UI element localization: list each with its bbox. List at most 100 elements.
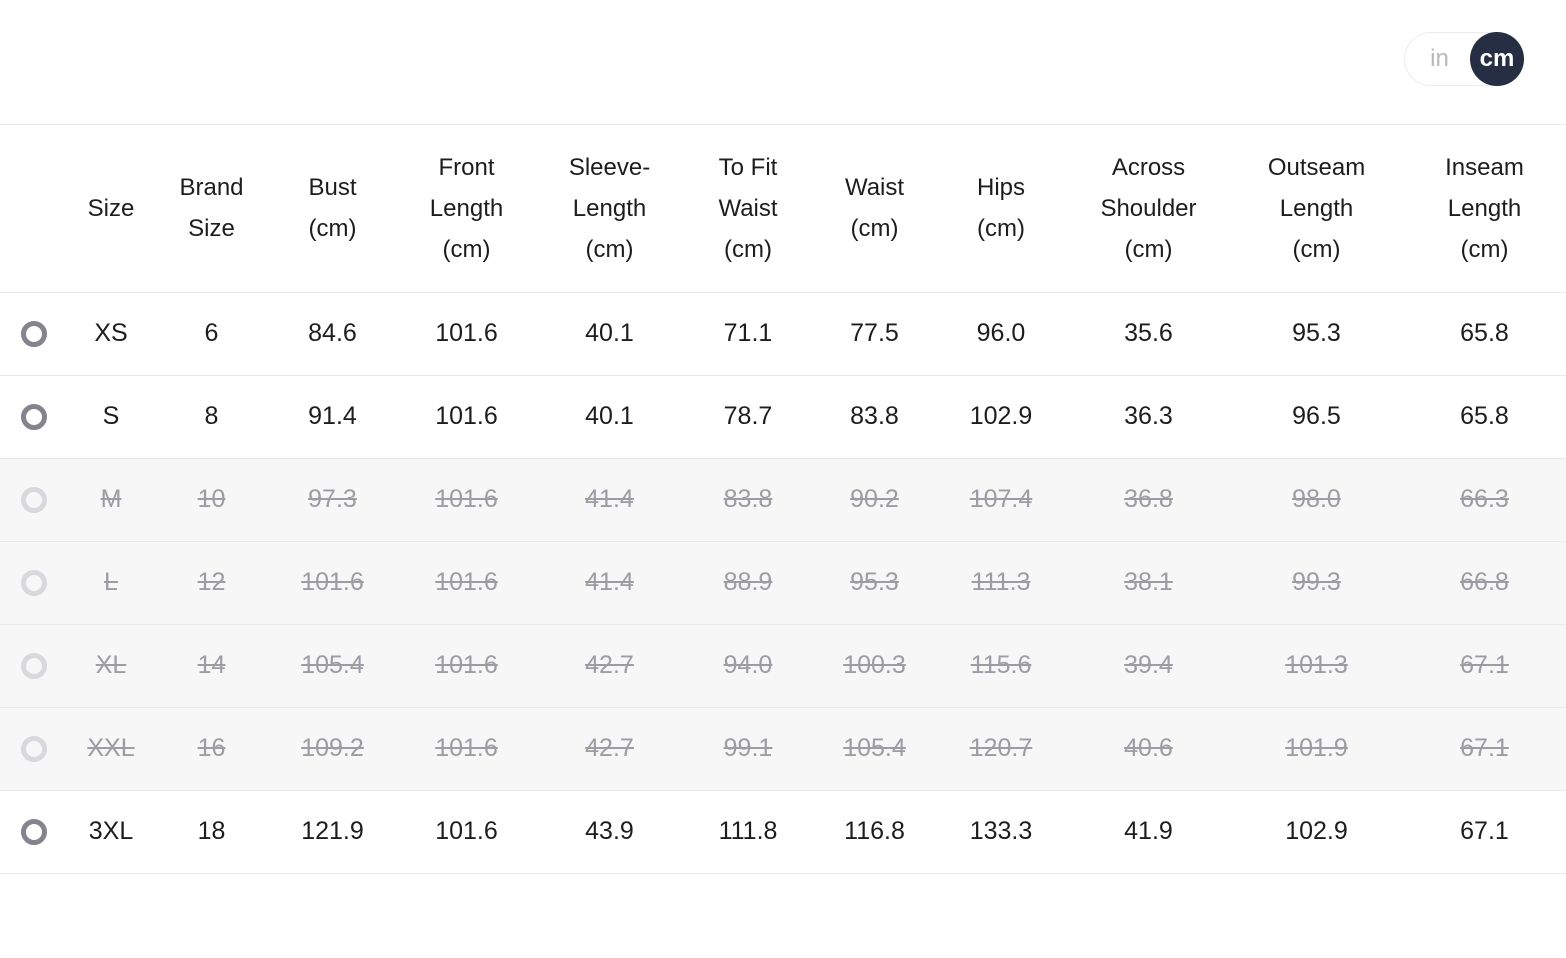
column-header-bust: Bust (cm) bbox=[269, 125, 396, 293]
cell-waist: 105.4 bbox=[814, 707, 935, 791]
cell-across-shoulder: 40.6 bbox=[1067, 707, 1230, 791]
cell-to-fit-waist: 94.0 bbox=[682, 624, 814, 708]
cell-front-length: 101.6 bbox=[396, 624, 537, 708]
column-header-line: Inseam bbox=[1445, 153, 1524, 181]
column-header-line: Across bbox=[1111, 153, 1186, 181]
size-chart-topbar: in cm bbox=[0, 0, 1566, 125]
size-radio-XXL bbox=[21, 736, 47, 763]
column-header-line: To Fit bbox=[718, 153, 778, 181]
cell-waist: 90.2 bbox=[814, 458, 935, 542]
size-table-head-row: Size Brand Size Bust (cm) Front Length (cm) Slee… bbox=[0, 125, 1566, 293]
cell-sleeve-length: 42.7 bbox=[537, 624, 682, 708]
unit-toggle[interactable]: in cm bbox=[1404, 32, 1524, 86]
size-radio-3XL[interactable] bbox=[21, 819, 47, 846]
cell-outseam-length: 96.5 bbox=[1230, 375, 1403, 459]
unit-toggle-option-cm[interactable]: cm bbox=[1470, 32, 1524, 86]
column-header-line: Length bbox=[1279, 194, 1354, 222]
cell-to-fit-waist: 71.1 bbox=[682, 292, 814, 376]
cell-bust: 84.6 bbox=[269, 292, 396, 376]
column-header-outseam-length: Outseam Length (cm) bbox=[1230, 125, 1403, 293]
size-row-L: L 12 101.6 101.6 41.4 88.9 95.3 111.3 38.1 99.3 66… bbox=[0, 541, 1566, 625]
size-radio-M bbox=[21, 487, 47, 514]
column-header-line: Size bbox=[188, 215, 235, 243]
cell-front-length: 101.6 bbox=[396, 707, 537, 791]
size-table-body: XS 6 84.6 101.6 40.1 71.1 77.5 96.0 35.6 95.3 65.8… bbox=[0, 292, 1566, 874]
cell-across-shoulder: 35.6 bbox=[1067, 292, 1230, 376]
cell-bust: 101.6 bbox=[269, 541, 396, 625]
column-header-line: Bust bbox=[308, 174, 357, 202]
cell-hips: 107.4 bbox=[935, 458, 1067, 542]
column-header-size: Size bbox=[68, 125, 154, 293]
size-row-3XL[interactable]: 3XL 18 121.9 101.6 43.9 111.8 116.8 133.3 41.9 10… bbox=[0, 790, 1566, 874]
cell-size: XL bbox=[68, 624, 154, 708]
column-header-across-shoulder: Across Shoulder (cm) bbox=[1067, 125, 1230, 293]
size-radio-cell bbox=[0, 375, 68, 459]
column-header-sleeve-length: Sleeve- Length (cm) bbox=[537, 125, 682, 293]
cell-size: 3XL bbox=[68, 790, 154, 874]
cell-size: S bbox=[68, 375, 154, 459]
cell-front-length: 101.6 bbox=[396, 790, 537, 874]
size-radio-XS[interactable] bbox=[21, 321, 47, 348]
column-header-line: Length bbox=[572, 194, 647, 222]
cell-inseam-length: 67.1 bbox=[1403, 707, 1566, 791]
cell-to-fit-waist: 78.7 bbox=[682, 375, 814, 459]
cell-inseam-length: 66.8 bbox=[1403, 541, 1566, 625]
column-header-line: (cm) bbox=[442, 235, 491, 263]
cell-waist: 116.8 bbox=[814, 790, 935, 874]
size-row-XL: XL 14 105.4 101.6 42.7 94.0 100.3 115.6 39.4 101.… bbox=[0, 624, 1566, 708]
column-header-line: (cm) bbox=[977, 215, 1025, 243]
unit-toggle-option-in[interactable]: in bbox=[1430, 45, 1449, 72]
cell-brand-size: 14 bbox=[154, 624, 269, 708]
cell-size: M bbox=[68, 458, 154, 542]
cell-size: XS bbox=[68, 292, 154, 376]
column-header-line: Shoulder bbox=[1100, 194, 1197, 222]
cell-brand-size: 18 bbox=[154, 790, 269, 874]
cell-bust: 91.4 bbox=[269, 375, 396, 459]
cell-sleeve-length: 41.4 bbox=[537, 541, 682, 625]
cell-brand-size: 10 bbox=[154, 458, 269, 542]
column-header-brand-size: Brand Size bbox=[154, 125, 269, 293]
column-header-line: (cm) bbox=[308, 215, 357, 243]
size-radio-S[interactable] bbox=[21, 404, 47, 431]
cell-bust: 109.2 bbox=[269, 707, 396, 791]
cell-brand-size: 16 bbox=[154, 707, 269, 791]
cell-inseam-length: 66.3 bbox=[1403, 458, 1566, 542]
column-header-radio bbox=[0, 125, 68, 293]
cell-sleeve-length: 43.9 bbox=[537, 790, 682, 874]
cell-front-length: 101.6 bbox=[396, 541, 537, 625]
size-radio-cell bbox=[0, 541, 68, 625]
column-header-line: Length bbox=[1447, 194, 1522, 222]
cell-waist: 95.3 bbox=[814, 541, 935, 625]
size-radio-cell bbox=[0, 707, 68, 791]
cell-bust: 121.9 bbox=[269, 790, 396, 874]
column-header-line: Hips bbox=[976, 174, 1025, 202]
cell-hips: 115.6 bbox=[935, 624, 1067, 708]
cell-hips: 102.9 bbox=[935, 375, 1067, 459]
cell-inseam-length: 65.8 bbox=[1403, 292, 1566, 376]
cell-across-shoulder: 39.4 bbox=[1067, 624, 1230, 708]
cell-to-fit-waist: 111.8 bbox=[682, 790, 814, 874]
cell-sleeve-length: 42.7 bbox=[537, 707, 682, 791]
size-chart-table: Size Brand Size Bust (cm) Front Length (cm) Slee… bbox=[0, 125, 1566, 874]
cell-brand-size: 8 bbox=[154, 375, 269, 459]
cell-brand-size: 6 bbox=[154, 292, 269, 376]
cell-brand-size: 12 bbox=[154, 541, 269, 625]
size-row-S[interactable]: S 8 91.4 101.6 40.1 78.7 83.8 102.9 36.3 96.5 65.8 bbox=[0, 375, 1566, 459]
column-header-line: Outseam bbox=[1267, 153, 1366, 181]
cell-bust: 97.3 bbox=[269, 458, 396, 542]
cell-front-length: 101.6 bbox=[396, 375, 537, 459]
column-header-line: (cm) bbox=[850, 215, 899, 243]
column-header-line: Size bbox=[87, 194, 135, 222]
cell-hips: 120.7 bbox=[935, 707, 1067, 791]
column-header-line: (cm) bbox=[1460, 235, 1509, 263]
cell-across-shoulder: 38.1 bbox=[1067, 541, 1230, 625]
cell-outseam-length: 101.9 bbox=[1230, 707, 1403, 791]
column-header-hips: Hips (cm) bbox=[935, 125, 1067, 293]
cell-hips: 111.3 bbox=[935, 541, 1067, 625]
size-radio-XL bbox=[21, 653, 47, 680]
size-row-XS[interactable]: XS 6 84.6 101.6 40.1 71.1 77.5 96.0 35.6 95.3 65.8 bbox=[0, 292, 1566, 376]
column-header-line: Length bbox=[429, 194, 504, 222]
cell-size: L bbox=[68, 541, 154, 625]
cell-across-shoulder: 41.9 bbox=[1067, 790, 1230, 874]
cell-across-shoulder: 36.8 bbox=[1067, 458, 1230, 542]
